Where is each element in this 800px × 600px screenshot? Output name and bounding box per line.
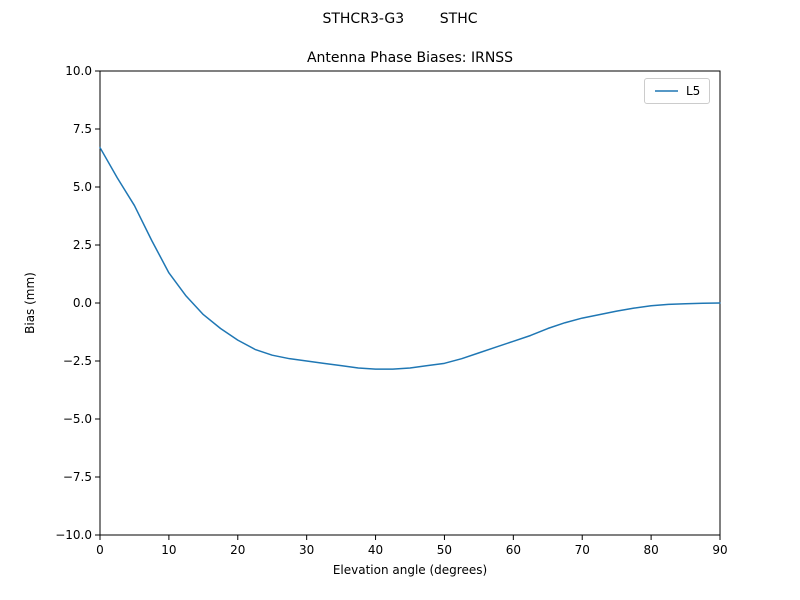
y-tick-label: 10.0 — [65, 64, 92, 78]
legend-line-sample — [655, 90, 678, 92]
y-tick-label: 2.5 — [73, 238, 92, 252]
y-tick-label: −7.5 — [63, 470, 92, 484]
x-tick-label: 90 — [712, 543, 727, 557]
x-axis-label: Elevation angle (degrees) — [332, 563, 488, 577]
x-tick-label: 40 — [368, 543, 383, 557]
y-tick-label: 5.0 — [73, 180, 92, 194]
figure-suptitle: STHCR3-G3 STHC — [322, 11, 478, 27]
y-tick-label: 0.0 — [73, 296, 92, 310]
y-tick-label: −5.0 — [63, 412, 92, 426]
y-tick-label: −2.5 — [63, 354, 92, 368]
x-tick-label: 80 — [643, 543, 658, 557]
x-tick-label: 70 — [575, 543, 590, 557]
x-tick-label: 30 — [299, 543, 314, 557]
x-tick-label: 60 — [506, 543, 521, 557]
y-tick-label: −10.0 — [55, 528, 92, 542]
y-axis-label: Bias (mm) — [23, 272, 37, 334]
x-tick-label: 20 — [230, 543, 245, 557]
x-tick-label: 0 — [96, 543, 104, 557]
legend-label: L5 — [686, 84, 701, 98]
series-line-L5 — [99, 146, 721, 370]
x-tick-label: 50 — [437, 543, 452, 557]
x-tick-label: 10 — [161, 543, 176, 557]
legend: L5 — [644, 78, 711, 104]
chart-title: Antenna Phase Biases: IRNSS — [306, 50, 514, 66]
y-tick-label: 7.5 — [73, 122, 92, 136]
